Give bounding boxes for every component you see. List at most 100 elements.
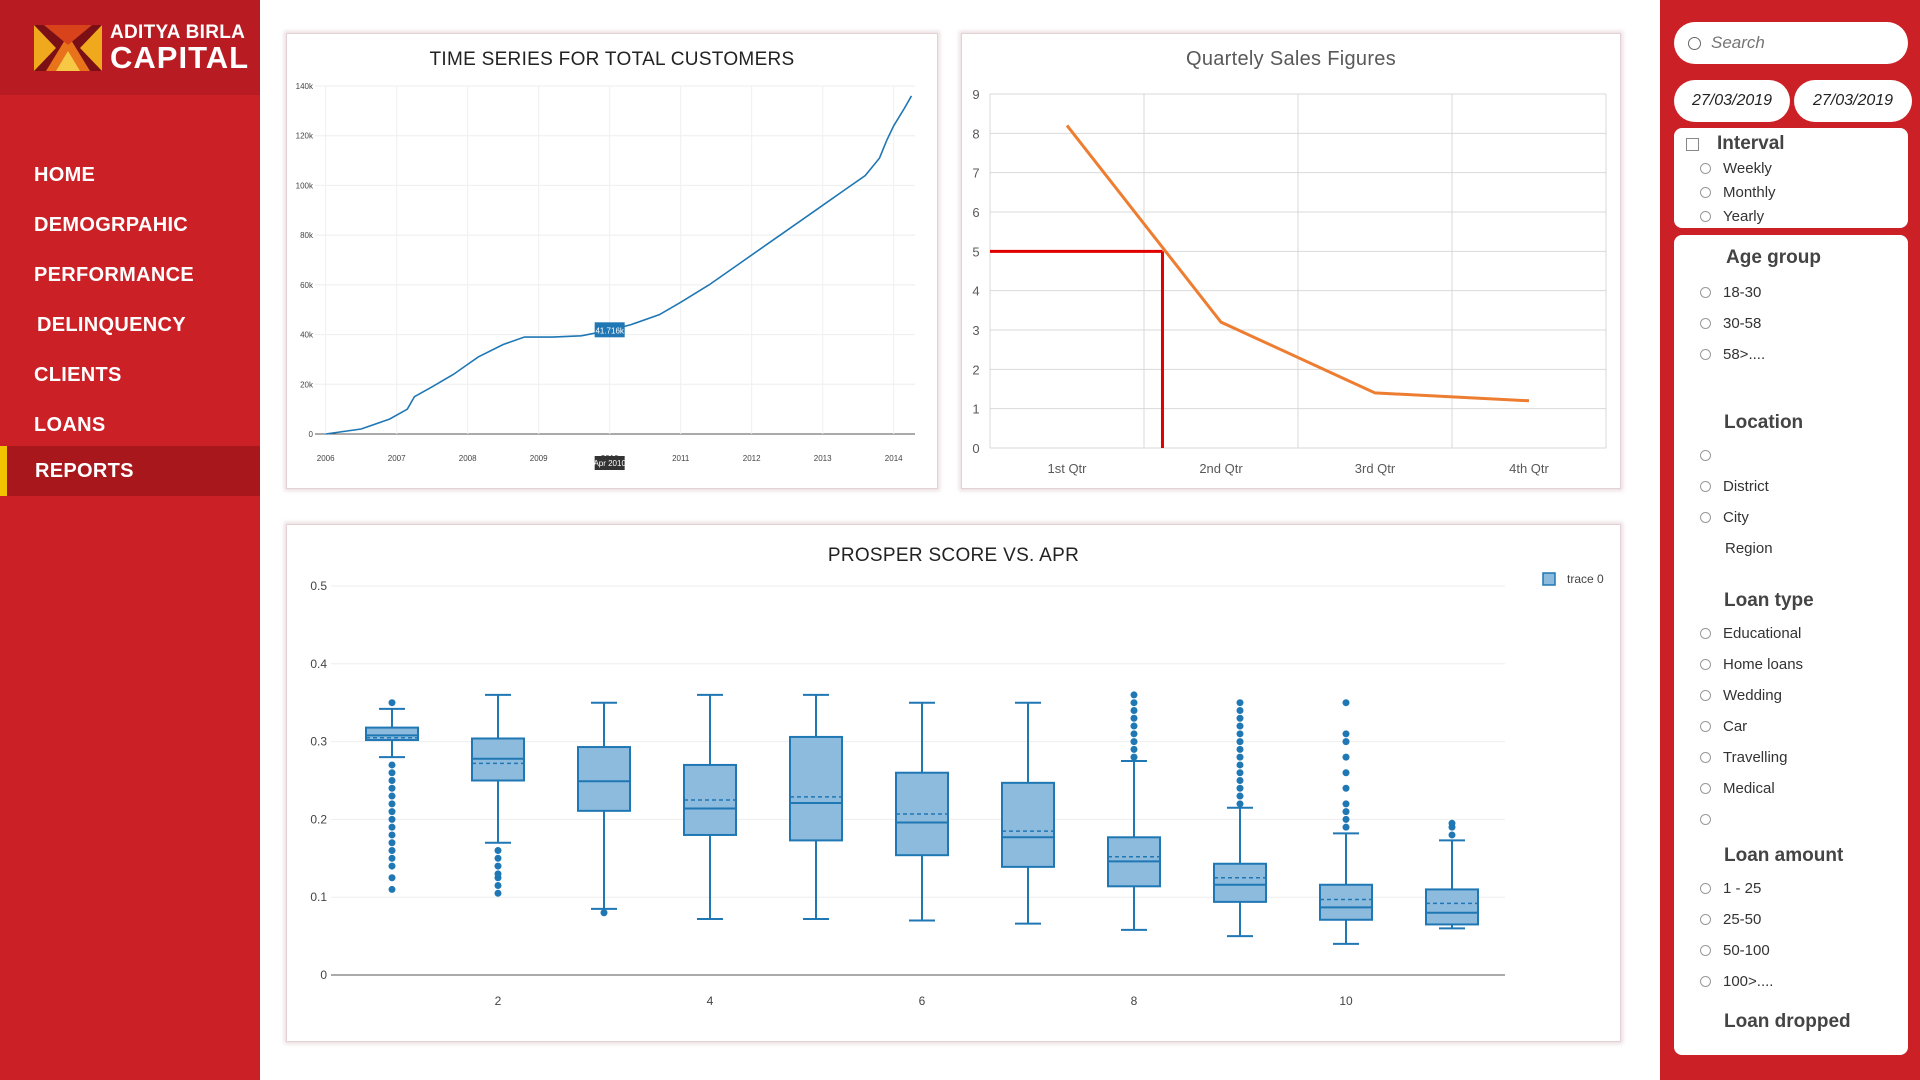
location-city[interactable]: City (1700, 502, 1908, 533)
bx-box (1319, 883, 1373, 921)
bx-x-tick: 2 (495, 994, 502, 1008)
search-box[interactable] (1674, 22, 1908, 64)
nav-delinquency[interactable]: DELINQUENCY (37, 313, 186, 336)
bx-outlier (388, 815, 396, 823)
bx-outlier (1342, 808, 1350, 816)
location-region[interactable]: Region (1725, 540, 1773, 557)
bx-outlier (388, 808, 396, 816)
sidebar: ADITYA BIRLA CAPITAL HOME DEMOGRPAHIC PE… (0, 0, 260, 1080)
age-58-plus[interactable]: 58>.... (1700, 339, 1908, 370)
search-input[interactable] (1711, 33, 1881, 53)
bx-outlier (388, 874, 396, 882)
bx-outlier (1342, 738, 1350, 746)
loan-amount-100-plus[interactable]: 100>.... (1700, 966, 1908, 997)
loan-amount-25-50[interactable]: 25-50 (1700, 904, 1908, 935)
date-to[interactable]: 27/03/2019 (1794, 80, 1912, 122)
nav-performance[interactable]: PERFORMANCE (34, 263, 194, 286)
loan-dropped-title[interactable]: Loan dropped (1724, 1011, 1851, 1032)
age-30-58[interactable]: 30-58 (1700, 308, 1908, 339)
loan-type-travelling[interactable]: Travelling (1700, 742, 1908, 773)
loan-type-medical[interactable]: Medical (1700, 773, 1908, 804)
bx-outlier (388, 831, 396, 839)
bx-outlier (1130, 745, 1138, 753)
nav-demographic[interactable]: DEMOGRPAHIC (34, 213, 189, 236)
ts-x-tick: 2008 (459, 454, 477, 463)
bx-x-tick: 4 (707, 994, 714, 1008)
bx-outlier (1130, 730, 1138, 738)
bx-x-tick: 6 (919, 994, 926, 1008)
interval-weekly[interactable]: Weekly (1700, 156, 1908, 180)
bx-x-tick: 10 (1339, 994, 1353, 1008)
qs-y-tick: 2 (972, 362, 979, 377)
bx-outlier (1236, 730, 1244, 738)
time-series-chart[interactable]: 0 20k 40k 60k 80k 100k 120k 140k 2006 2007 2008 200… (287, 34, 939, 490)
interval-yearly[interactable]: Yearly (1700, 204, 1908, 228)
bx-outlier (1342, 753, 1350, 761)
loan-amount-1-25[interactable]: 1 - 25 (1700, 873, 1908, 904)
location-district[interactable]: District (1700, 471, 1908, 502)
qs-series-line (1065, 124, 1530, 403)
bx-outlier (388, 784, 396, 792)
interval-monthly[interactable]: Monthly (1700, 180, 1908, 204)
bx-outlier (388, 792, 396, 800)
loan-type-wedding[interactable]: Wedding (1700, 680, 1908, 711)
ts-y-tick: 40k (300, 331, 314, 340)
bx-outlier (1236, 792, 1244, 800)
qs-y-tick: 8 (972, 126, 979, 141)
bx-outlier (1342, 800, 1350, 808)
boxplot-chart[interactable]: 0 0.1 0.2 0.3 0.4 0.5 2 4 6 8 10 trace 0 (287, 525, 1622, 1043)
ts-hover-label: 41.716k (595, 326, 624, 335)
qs-y-tick: 1 (972, 402, 979, 417)
qs-y-tick: 0 (972, 441, 979, 456)
ts-y-tick: 60k (300, 281, 314, 290)
ts-y-tick: 20k (300, 380, 314, 389)
bx-outlier (388, 862, 396, 870)
loan-type-blank[interactable] (1700, 804, 1908, 835)
boxplot-title: PROSPER SCORE VS. APR (827, 545, 1080, 566)
bx-outlier (1448, 819, 1456, 827)
loan-amount-50-100[interactable]: 50-100 (1700, 935, 1908, 966)
bx-outlier (388, 777, 396, 784)
bx-outlier (1342, 730, 1350, 738)
sales-chart[interactable]: 0 1 2 3 4 5 6 7 8 9 1st Qtr 2nd Qtr 3rd Qtr 4th Qtr (962, 34, 1622, 490)
brand-logo[interactable]: ADITYA BIRLA CAPITAL (0, 0, 260, 95)
brand-line2: CAPITAL (110, 39, 250, 75)
location-blank[interactable] (1700, 440, 1908, 471)
bx-legend-swatch (1542, 572, 1556, 586)
qs-y-tick: 9 (972, 87, 979, 102)
bx-outlier (388, 839, 396, 847)
qs-y-tick: 7 (972, 166, 979, 181)
nav-reports[interactable]: REPORTS (0, 446, 260, 496)
bx-outlier (388, 761, 396, 769)
ts-y-tick: 0 (309, 430, 314, 439)
bx-outlier (1236, 777, 1244, 784)
bx-outlier (1236, 699, 1244, 707)
bx-outlier (388, 885, 396, 893)
ts-hover-x-label: Apr 2010 (593, 459, 626, 468)
loan-type-educational[interactable]: Educational (1700, 618, 1908, 649)
bx-outlier (388, 854, 396, 862)
ts-series-line (325, 95, 913, 435)
interval-checkbox[interactable] (1686, 137, 1699, 151)
loan-type-car[interactable]: Car (1700, 711, 1908, 742)
bx-outlier (1236, 722, 1244, 730)
nav-clients[interactable]: CLIENTS (34, 363, 122, 386)
date-from[interactable]: 27/03/2019 (1674, 80, 1790, 122)
bx-outlier (1236, 706, 1244, 714)
ts-x-tick: 2013 (814, 454, 832, 463)
nav-loans[interactable]: LOANS (34, 413, 106, 436)
bx-outlier (1236, 761, 1244, 769)
ts-y-tick: 100k (296, 181, 314, 190)
age-18-30[interactable]: 18-30 (1700, 277, 1908, 308)
bx-y-tick: 0.2 (310, 812, 327, 826)
bx-y-tick: 0.5 (310, 579, 327, 593)
ts-hover-box (594, 322, 625, 338)
bx-outlier (1130, 706, 1138, 714)
time-series-title: TIME SERIES FOR TOTAL CUSTOMERS (429, 49, 795, 70)
logo-icon (34, 24, 102, 71)
nav-home[interactable]: HOME (34, 163, 96, 186)
qs-y-tick: 3 (972, 323, 979, 338)
loan-type-home[interactable]: Home loans (1700, 649, 1908, 680)
bx-y-tick: 0.3 (310, 735, 327, 749)
bx-outlier (494, 854, 502, 862)
